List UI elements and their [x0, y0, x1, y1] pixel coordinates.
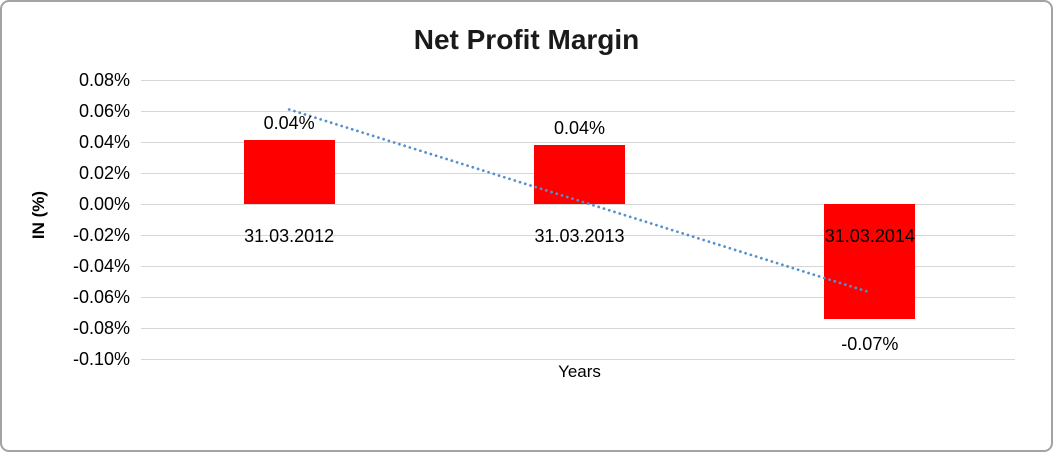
- y-axis-tick-label: 0.06%: [78, 101, 130, 121]
- category-label: 31.03.2013: [534, 226, 625, 246]
- bar-data-label: 0.04%: [263, 112, 315, 133]
- bar: [534, 145, 625, 204]
- gridline: [141, 359, 1015, 360]
- y-axis-tick-label: 0.04%: [78, 132, 130, 152]
- bar: [243, 139, 335, 204]
- category-label: 31.03.2012: [244, 226, 335, 246]
- gridline: [141, 328, 1015, 329]
- y-axis-tick-label: 0.02%: [78, 163, 130, 183]
- x-axis-title: Years: [558, 362, 601, 381]
- chart-title: Net Profit Margin: [413, 24, 640, 55]
- y-axis-tick-label: -0.06%: [72, 287, 130, 307]
- y-axis-tick-label: -0.08%: [72, 318, 130, 338]
- gridline: [141, 80, 1015, 81]
- y-axis-tick-label: -0.04%: [72, 256, 130, 276]
- bar: [824, 204, 916, 319]
- y-axis-tick-label: -0.10%: [72, 349, 130, 369]
- y-axis-tick-label: 0.08%: [78, 70, 130, 90]
- bar-data-label: -0.07%: [841, 333, 899, 354]
- y-axis-tick-label: -0.02%: [72, 225, 130, 245]
- gridline: [141, 297, 1015, 298]
- bar-data-label: 0.04%: [553, 118, 606, 139]
- y-axis-tick-label: 0.00%: [78, 194, 130, 214]
- category-label: 31.03.2014: [824, 226, 915, 246]
